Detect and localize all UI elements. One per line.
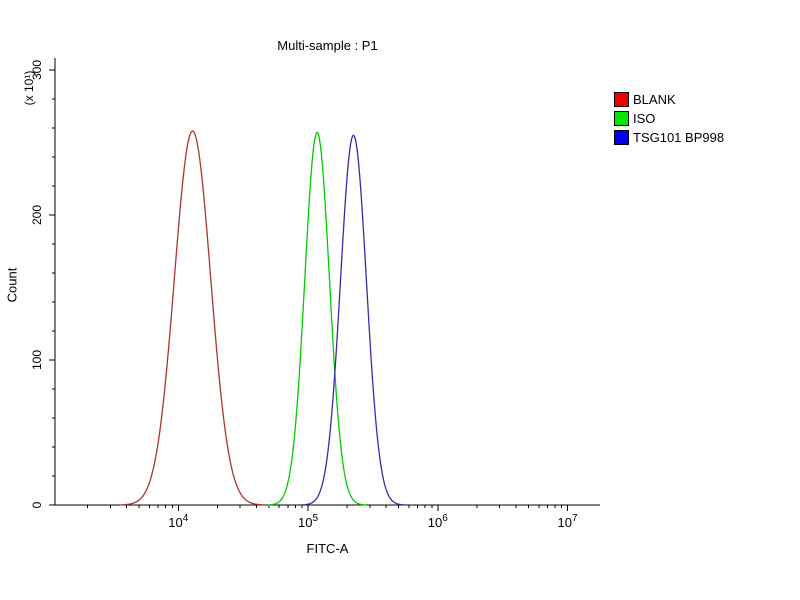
legend: BLANK ISO TSG101 BP998 [614, 92, 724, 149]
legend-item: TSG101 BP998 [614, 130, 724, 145]
x-tick-label: 104 [168, 513, 188, 530]
legend-label: ISO [633, 111, 656, 126]
y-tick-label: 0 [30, 501, 44, 508]
legend-label: BLANK [633, 92, 676, 107]
x-tick-label: 106 [428, 513, 448, 530]
legend-item: ISO [614, 111, 724, 126]
x-tick-label: 105 [298, 513, 318, 530]
y-tick-label: 100 [30, 350, 44, 370]
y-tick-label: 200 [30, 205, 44, 225]
y-tick-label: 300 [30, 60, 44, 80]
chart-title: Multi-sample : P1 [277, 38, 378, 53]
x-axis-label: FITC-A [306, 541, 349, 556]
x-tick-label: 107 [558, 513, 578, 530]
legend-swatch [614, 111, 629, 126]
legend-label: TSG101 BP998 [633, 130, 725, 145]
legend-item: BLANK [614, 92, 724, 107]
histogram-curve-tsg101-bp998 [301, 134, 406, 506]
histogram-curve-blank [119, 130, 266, 506]
legend-swatch [614, 130, 629, 145]
histogram-curve-iso [267, 131, 367, 506]
legend-swatch [614, 92, 629, 107]
